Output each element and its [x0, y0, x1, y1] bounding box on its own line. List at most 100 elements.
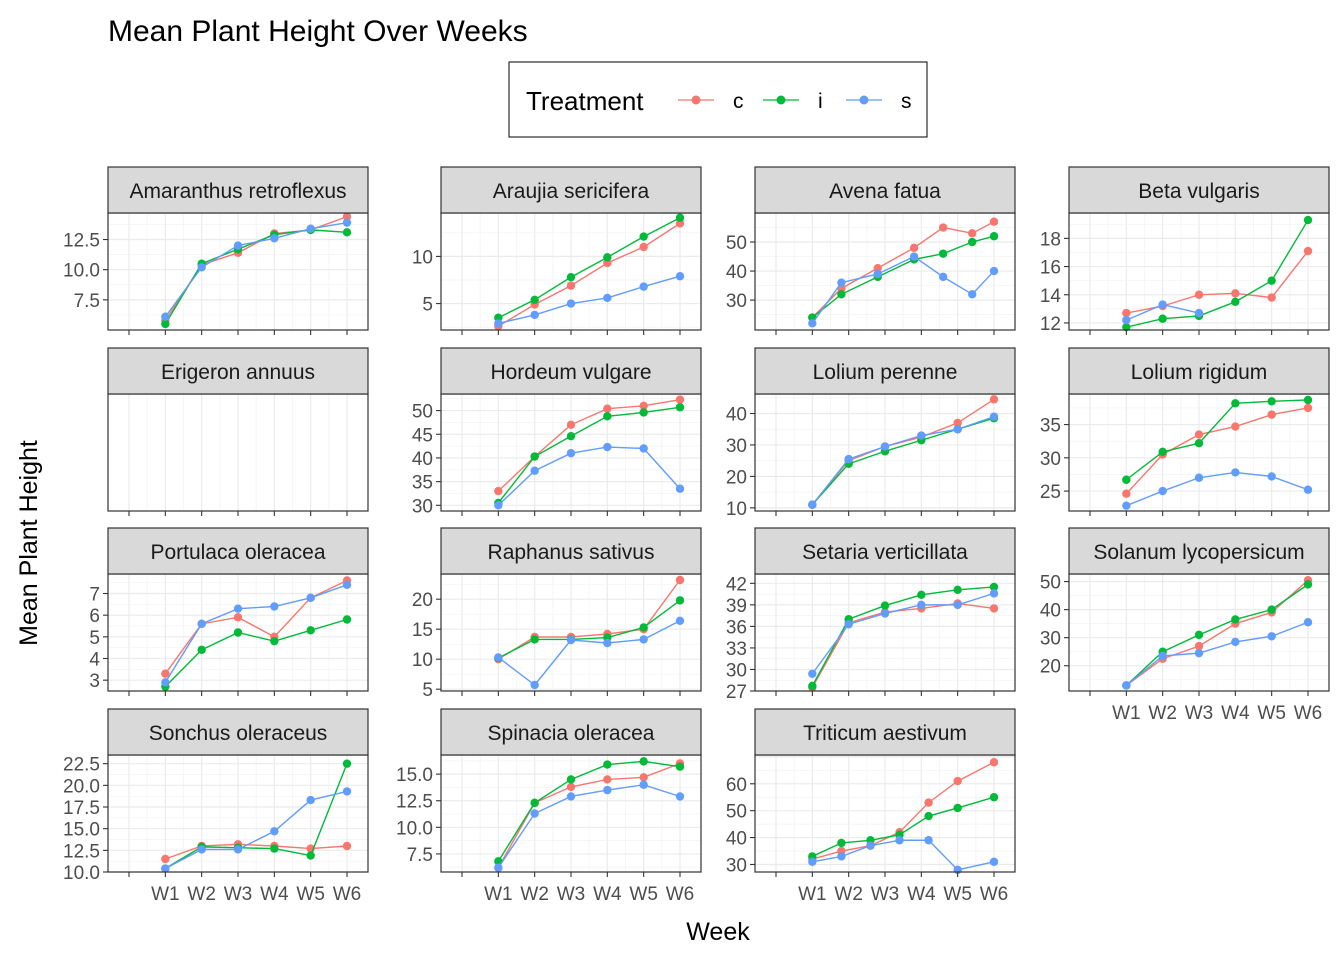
facet-strip — [107, 527, 369, 575]
series-line-i — [1125, 583, 1309, 686]
data-point-s — [270, 602, 279, 611]
y-tick-label: 5 — [422, 295, 433, 316]
data-point-s — [675, 616, 685, 625]
data-point-s — [895, 836, 904, 845]
y-tick-label: 39 — [726, 596, 747, 617]
y-tick-label: 10 — [412, 650, 433, 671]
facet-strip — [1068, 166, 1330, 214]
data-point-s — [880, 609, 890, 618]
y-tick-label: 12.5 — [396, 792, 433, 813]
series-line-s — [1125, 621, 1309, 686]
data-point-s — [1158, 486, 1167, 496]
data-point-s — [530, 680, 539, 690]
data-point-s — [968, 290, 977, 299]
data-point-s — [197, 619, 206, 629]
y-tick-label: 30 — [726, 291, 747, 312]
series-line-i — [811, 586, 995, 687]
data-point-c — [1303, 246, 1313, 256]
data-point-s — [197, 263, 206, 272]
data-point-s — [270, 234, 279, 243]
data-point-s — [494, 501, 503, 510]
series-line-s — [498, 275, 681, 325]
series-line-s — [164, 584, 348, 683]
y-tick-label: 14 — [1040, 286, 1062, 307]
facet-strip — [754, 166, 1016, 214]
data-point-i — [880, 601, 890, 610]
data-point-i — [808, 681, 817, 691]
data-point-i — [270, 844, 279, 853]
series-line-s — [497, 446, 681, 506]
data-point-i — [1231, 297, 1240, 307]
data-point-i — [1267, 605, 1276, 614]
facet-panel: Lolium perenne 10 20 30 40 — [726, 347, 1016, 520]
legend-entry-i: i — [763, 90, 823, 113]
data-point-i — [1194, 438, 1204, 448]
facet-strip — [440, 166, 702, 214]
data-point-s — [808, 500, 817, 509]
data-point-s — [1194, 308, 1204, 318]
x-tick-label: W6 — [333, 884, 362, 905]
data-point-c — [909, 243, 919, 253]
data-point-i — [989, 232, 999, 241]
data-point-c — [566, 281, 576, 290]
data-point-i — [675, 213, 685, 222]
data-point-s — [837, 852, 846, 861]
data-point-i — [989, 582, 999, 592]
y-tick-label: 22.5 — [63, 755, 100, 776]
data-point-i — [233, 628, 243, 637]
data-point-c — [1231, 422, 1240, 431]
x-tick-label: W4 — [593, 884, 622, 905]
data-point-s — [639, 635, 648, 644]
facet-strip — [440, 708, 702, 756]
data-point-i — [675, 596, 685, 605]
y-tick-label: 10.0 — [63, 261, 100, 282]
y-tick-label: 10 — [726, 499, 747, 520]
series-line-i — [497, 760, 681, 862]
data-point-s — [342, 580, 352, 590]
data-point-i — [566, 272, 576, 282]
data-point-s — [1122, 315, 1131, 325]
data-point-s — [161, 678, 170, 687]
series-line-c — [811, 398, 995, 506]
facet-strip-label: Triticum aestivum — [803, 722, 967, 745]
y-tick-label: 10.0 — [63, 863, 100, 884]
series-line-i — [498, 599, 681, 659]
x-tick-label: W2 — [1148, 703, 1177, 724]
facet-strip-label: Lolium perenne — [813, 361, 958, 384]
data-point-c — [1194, 641, 1204, 651]
legend-key-point — [776, 95, 786, 105]
data-point-s — [909, 252, 919, 261]
data-point-c — [494, 486, 503, 496]
facet-strip — [107, 166, 369, 214]
x-tick-label: W4 — [260, 884, 289, 905]
data-point-s — [566, 792, 576, 801]
facet-strip — [1068, 347, 1330, 395]
series-line-s — [1126, 471, 1309, 507]
data-point-i — [837, 838, 846, 848]
x-tick-label: W3 — [557, 884, 586, 905]
data-point-c — [1122, 489, 1131, 498]
data-point-s — [494, 863, 503, 872]
facet-panel: Spinacia oleracea 7.5 10.0 12.5 15.0 W1 W2 W3 W4… — [396, 708, 702, 905]
x-tick-label: W2 — [187, 884, 216, 905]
y-tick-label: 40 — [726, 262, 747, 283]
legend-entry-s: s — [846, 90, 912, 113]
data-point-s — [917, 431, 926, 440]
data-point-s — [306, 593, 315, 603]
y-tick-label: 60 — [726, 775, 747, 796]
y-tick-label: 36 — [726, 617, 747, 638]
y-tick-label: 12.5 — [63, 231, 100, 252]
data-point-i — [1194, 630, 1204, 640]
data-point-s — [1194, 473, 1204, 482]
data-point-s — [938, 272, 948, 282]
y-tick-label: 27 — [726, 682, 747, 703]
data-point-i — [1158, 314, 1167, 323]
y-tick-label: 12.5 — [63, 841, 100, 862]
data-point-s — [603, 785, 612, 795]
data-point-c — [566, 420, 576, 429]
data-point-c — [603, 404, 612, 413]
data-point-i — [342, 759, 352, 768]
series-line-c — [165, 843, 348, 860]
